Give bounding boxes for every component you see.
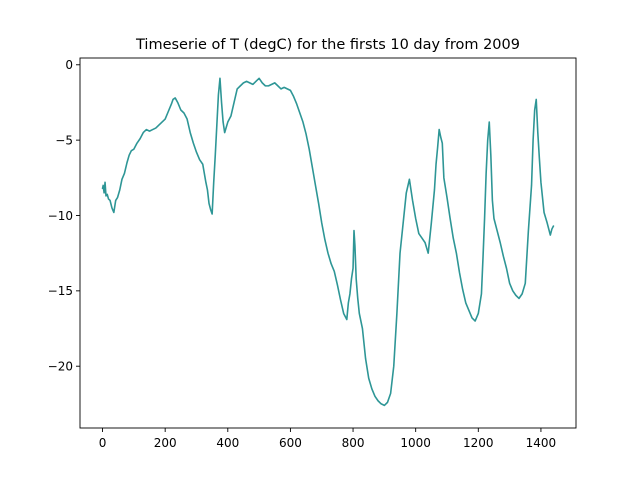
- y-tick-label: 0: [65, 58, 73, 72]
- x-tick-label: 600: [279, 436, 302, 450]
- chart-title: Timeserie of T (degC) for the firsts 10 …: [135, 37, 520, 53]
- y-tick-label: −5: [55, 133, 73, 147]
- y-axis: 0 −5 −10 −15 −20: [48, 58, 80, 374]
- x-tick-label: 400: [216, 436, 239, 450]
- x-tick-label: 0: [99, 436, 107, 450]
- x-tick-label: 1200: [463, 436, 494, 450]
- x-tick-label: 1400: [526, 436, 557, 450]
- y-tick-label: −10: [48, 209, 73, 223]
- temperature-series-line: [101, 77, 555, 407]
- axes-frame: [79, 57, 577, 429]
- plot-area: [79, 57, 577, 429]
- x-tick-label: 800: [342, 436, 365, 450]
- y-tick-label: −20: [48, 360, 73, 374]
- y-tick-label: −15: [48, 284, 73, 298]
- x-tick-label: 200: [154, 436, 177, 450]
- x-axis: 0 200 400 600 800 1000 1200 1400: [99, 428, 556, 450]
- x-tick-label: 1000: [400, 436, 431, 450]
